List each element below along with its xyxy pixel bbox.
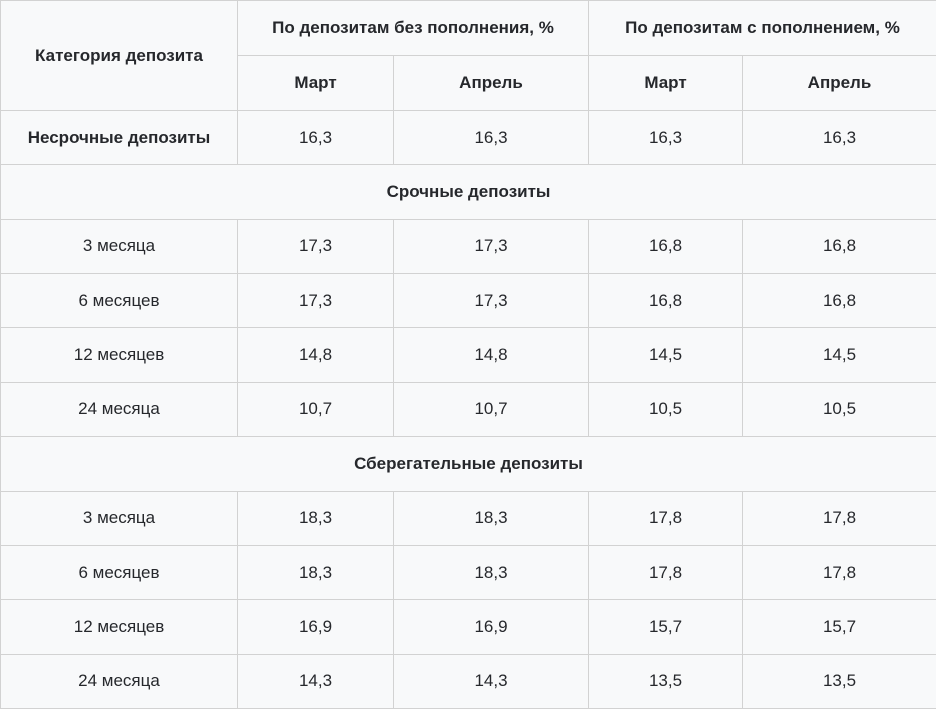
value-cell: 17,3 xyxy=(237,273,394,329)
value-cell: 16,8 xyxy=(588,273,743,329)
value-cell: 16,9 xyxy=(237,599,394,655)
month-header-march-with: Март xyxy=(588,55,743,111)
section-title: Срочные депозиты xyxy=(0,164,936,220)
table-row: 6 месяцев 18,3 18,3 17,8 17,8 xyxy=(0,544,936,601)
month-header-april-with: Апрель xyxy=(742,55,936,111)
header-row-groups: Категория депозита По депозитам без попо… xyxy=(0,0,936,111)
section-row: Сберегательные депозиты xyxy=(0,436,936,492)
value-cell: 14,5 xyxy=(742,327,936,383)
value-cell: 14,3 xyxy=(237,653,394,709)
table-row: 24 месяца 10,7 10,7 10,5 10,5 xyxy=(0,381,936,438)
category-cell: 3 месяца xyxy=(0,490,238,546)
value-cell: 14,3 xyxy=(393,653,589,709)
section-row: Срочные депозиты xyxy=(0,164,936,220)
group-header-without-replenishment: По депозитам без пополнения, % xyxy=(237,0,589,56)
value-cell: 16,8 xyxy=(588,218,743,275)
value-cell: 17,3 xyxy=(393,218,589,275)
category-cell: Несрочные депозиты xyxy=(0,109,238,166)
value-cell: 16,8 xyxy=(742,218,936,275)
value-cell: 16,3 xyxy=(588,109,743,166)
value-cell: 17,8 xyxy=(588,544,743,601)
table-row: 12 месяцев 14,8 14,8 14,5 14,5 xyxy=(0,327,936,383)
header-row-months: Март Апрель Март Апрель xyxy=(1,55,936,111)
table-row: 12 месяцев 16,9 16,9 15,7 15,7 xyxy=(0,599,936,655)
value-cell: 17,3 xyxy=(237,218,394,275)
category-cell: 12 месяцев xyxy=(0,327,238,383)
value-cell: 17,8 xyxy=(742,490,936,546)
group-header-with-replenishment: По депозитам с пополнением, % xyxy=(588,0,936,56)
value-cell: 16,9 xyxy=(393,599,589,655)
value-cell: 16,3 xyxy=(742,109,936,166)
table-row: 6 месяцев 17,3 17,3 16,8 16,8 xyxy=(0,273,936,329)
month-header-april-without: Апрель xyxy=(393,55,589,111)
col-header-category: Категория депозита xyxy=(0,0,238,111)
section-title: Сберегательные депозиты xyxy=(0,436,936,492)
value-cell: 10,7 xyxy=(237,381,394,438)
table-row: 24 месяца 14,3 14,3 13,5 13,5 xyxy=(0,653,936,709)
value-cell: 17,8 xyxy=(742,544,936,601)
category-cell: 6 месяцев xyxy=(0,273,238,329)
value-cell: 15,7 xyxy=(742,599,936,655)
value-cell: 14,5 xyxy=(588,327,743,383)
month-header-march-without: Март xyxy=(237,55,394,111)
value-cell: 14,8 xyxy=(237,327,394,383)
value-cell: 13,5 xyxy=(742,653,936,709)
value-cell: 16,3 xyxy=(393,109,589,166)
table-row: 3 месяца 18,3 18,3 17,8 17,8 xyxy=(0,490,936,546)
category-cell: 3 месяца xyxy=(0,218,238,275)
value-cell: 10,5 xyxy=(742,381,936,438)
table-row: 3 месяца 17,3 17,3 16,8 16,8 xyxy=(0,218,936,275)
value-cell: 13,5 xyxy=(588,653,743,709)
value-cell: 18,3 xyxy=(237,544,394,601)
table-row: Несрочные депозиты 16,3 16,3 16,3 16,3 xyxy=(0,109,936,166)
value-cell: 18,3 xyxy=(393,544,589,601)
value-cell: 18,3 xyxy=(393,490,589,546)
category-cell: 6 месяцев xyxy=(0,544,238,601)
category-cell: 24 месяца xyxy=(0,653,238,709)
category-cell: 12 месяцев xyxy=(0,599,238,655)
value-cell: 18,3 xyxy=(237,490,394,546)
category-cell: 24 месяца xyxy=(0,381,238,438)
value-cell: 16,8 xyxy=(742,273,936,329)
value-cell: 10,7 xyxy=(393,381,589,438)
value-cell: 17,8 xyxy=(588,490,743,546)
value-cell: 14,8 xyxy=(393,327,589,383)
value-cell: 17,3 xyxy=(393,273,589,329)
value-cell: 15,7 xyxy=(588,599,743,655)
value-cell: 10,5 xyxy=(588,381,743,438)
value-cell: 16,3 xyxy=(237,109,394,166)
